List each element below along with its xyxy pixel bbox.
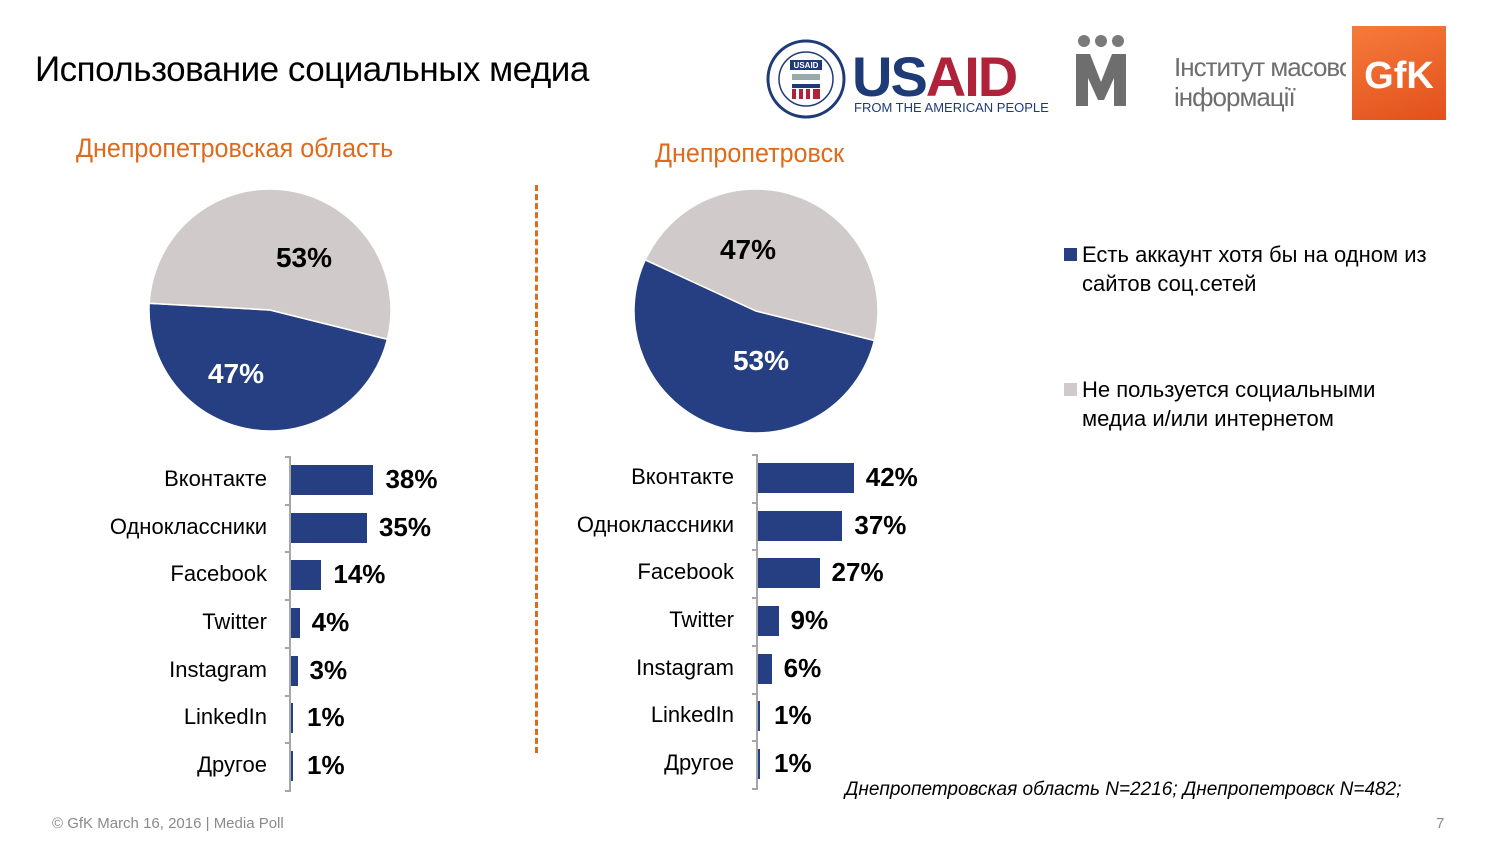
usaid-wordmark: USAID [852, 45, 1017, 108]
bar-axis [756, 454, 758, 788]
bar-category-label: Другое [664, 750, 734, 776]
bar-category-label: Instagram [169, 656, 267, 682]
bar [758, 605, 779, 636]
bar-category-label: Instagram [636, 654, 734, 680]
axis-tick [752, 454, 758, 456]
pie-slice-has-account [148, 302, 389, 432]
usaid-logo: USAID USAID FROM THE AMERICAN PEOPLE [766, 38, 1056, 120]
axis-tick [752, 740, 758, 743]
bar [758, 462, 854, 493]
bar [758, 653, 772, 684]
section-divider [535, 185, 538, 753]
bar-data-label: 14% [333, 559, 386, 590]
legend-swatch-gray [1064, 383, 1077, 396]
axis-tick [752, 692, 758, 695]
bar-category-label: Одноклассники [576, 511, 734, 537]
axis-tick [285, 503, 291, 506]
bar-category-label: Twitter [202, 608, 267, 634]
page-title: Использование социальных медиа [35, 50, 589, 89]
axis-tick [752, 787, 758, 790]
pie-data-label: 53% [733, 345, 789, 376]
axis-tick [285, 456, 291, 458]
gfk-logo: GfK [1352, 26, 1446, 120]
bar [758, 510, 843, 541]
axis-tick [285, 551, 291, 554]
bar-data-label: 1% [307, 750, 345, 781]
bar-data-label: 27% [831, 557, 884, 588]
axis-tick [752, 501, 758, 504]
imi-logo: Інститут масової інформації [1074, 34, 1360, 112]
bar [291, 560, 322, 591]
axis-tick [285, 694, 291, 697]
pie-data-label: 47% [720, 234, 776, 265]
imi-line1: Інститут масової [1174, 52, 1346, 82]
bar-data-label: 35% [378, 511, 431, 542]
pie-chart-region: 47% 53% [148, 188, 392, 432]
bar-category-label: LinkedIn [650, 702, 734, 728]
axis-tick [285, 789, 291, 792]
bar-category-label: LinkedIn [183, 704, 267, 730]
bar [758, 701, 761, 732]
pie-data-label: 53% [276, 242, 332, 273]
bar-data-label: 1% [774, 700, 812, 731]
bar [291, 751, 294, 782]
bar [291, 512, 367, 543]
bar-axis [289, 456, 291, 790]
usaid-seal-text: USAID [794, 61, 819, 70]
legend-label: Есть аккаунт хотя бы на одном из сайтов … [1082, 242, 1427, 296]
pie-slice-no-social [644, 188, 879, 342]
page-number: 7 [1436, 815, 1445, 832]
axis-tick [285, 646, 291, 649]
bar [291, 607, 300, 638]
axis-tick [285, 599, 291, 602]
legend-swatch-blue [1064, 248, 1077, 261]
bar-data-label: 37% [854, 509, 907, 540]
bar-category-label: Twitter [669, 606, 734, 632]
pie-data-label: 47% [208, 358, 264, 389]
bar-category-label: Вконтакте [631, 463, 734, 489]
section-title-region: Днепропетровская область [76, 133, 394, 163]
bar-data-label: 1% [774, 748, 812, 779]
bar-data-label: 4% [311, 606, 350, 637]
bar [758, 749, 761, 780]
gfk-logo-text: GfK [1364, 55, 1434, 97]
pie-slice-no-social [148, 188, 392, 341]
pie-slice-has-account [633, 258, 876, 434]
pie-chart-city: 53% 47% [633, 188, 879, 434]
bar [291, 464, 374, 495]
bar-data-label: 38% [385, 463, 438, 494]
bar-data-label: 1% [307, 702, 345, 733]
bar-category-label: Одноклассники [109, 513, 267, 539]
bar [291, 703, 294, 734]
usaid-tagline: FROM THE AMERICAN PEOPLE [854, 100, 1049, 115]
section-title-city: Днепропетровск [655, 138, 845, 168]
bar-data-label: 9% [790, 604, 829, 635]
imi-line2: інформації [1174, 82, 1295, 112]
bar-category-label: Facebook [170, 561, 267, 587]
bar-category-label: Вконтакте [164, 465, 267, 491]
bar [758, 558, 820, 589]
footer-text: © GfK March 16, 2016 | Media Poll [52, 815, 284, 832]
bar-data-label: 3% [309, 654, 348, 685]
bar-data-label: 6% [783, 652, 822, 683]
bar-category-label: Facebook [637, 559, 734, 585]
axis-tick [285, 742, 291, 745]
bar-category-label: Другое [197, 752, 267, 778]
axis-tick [752, 644, 758, 647]
legend-label: Не пользуется социальными медиа и/или ин… [1082, 377, 1376, 431]
axis-tick [752, 597, 758, 600]
axis-tick [752, 549, 758, 552]
bar-data-label: 42% [865, 461, 918, 492]
sample-size-note: Днепропетровская область N=2216; Днепроп… [845, 779, 1402, 800]
bar [291, 655, 298, 686]
